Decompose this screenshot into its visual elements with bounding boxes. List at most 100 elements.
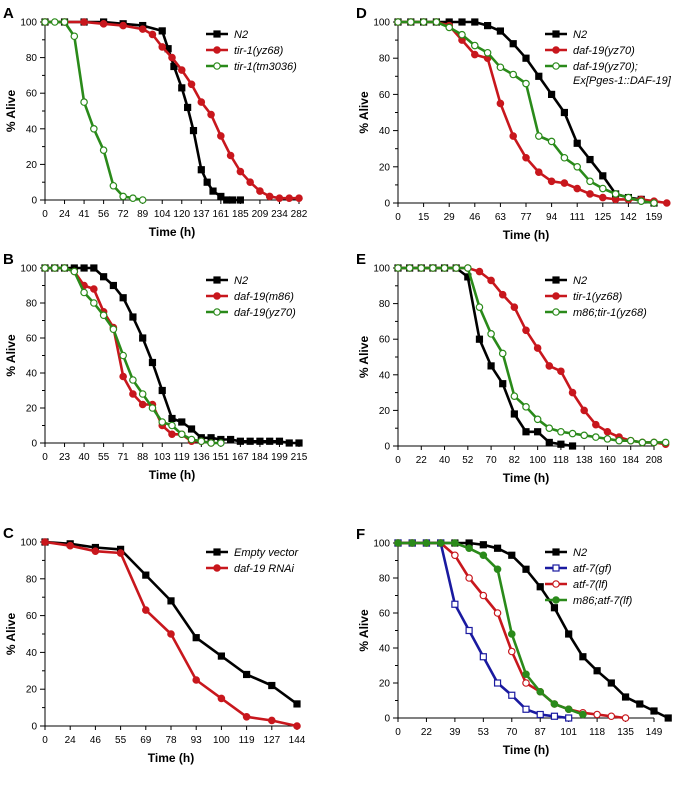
- data-point: [465, 574, 473, 582]
- data-point: [226, 151, 235, 160]
- data-point: [522, 403, 530, 411]
- legend-marker: [552, 46, 560, 54]
- data-point: [479, 591, 488, 600]
- legend-label: N2: [573, 29, 587, 41]
- legend: N2 daf-19(m86) daf-19(yz70): [206, 275, 296, 319]
- data-point: [522, 679, 530, 687]
- data-point: [593, 667, 601, 675]
- data-point: [70, 32, 79, 41]
- y-tick-label: 100: [20, 538, 37, 549]
- data-point: [522, 670, 530, 679]
- data-point: [560, 179, 569, 187]
- x-tick-label: 137: [193, 209, 210, 220]
- data-point: [236, 196, 244, 204]
- data-point: [138, 400, 147, 409]
- legend-label: tir-1(yz68): [573, 291, 623, 303]
- x-tick-label: 111: [570, 212, 586, 223]
- data-point: [295, 439, 303, 447]
- data-point: [138, 25, 147, 33]
- x-tick-label: 41: [79, 209, 91, 220]
- data-point: [116, 549, 125, 557]
- data-point: [621, 693, 630, 701]
- data-point: [507, 647, 516, 656]
- x-tick-label: 120: [173, 209, 190, 220]
- data-point: [568, 442, 577, 450]
- data-point: [508, 691, 516, 699]
- data-point: [285, 439, 293, 447]
- data-point: [573, 139, 581, 147]
- legend: N2daf-19(yz70)daf-19(yz70);Ex[Pges-1::DA…: [545, 29, 672, 87]
- legend: N2 tir-1(yz68) m86;tir-1(yz68): [545, 275, 647, 319]
- series-red: [394, 18, 671, 207]
- y-tick-label: 100: [20, 264, 37, 275]
- data-point: [192, 634, 200, 642]
- data-point: [228, 196, 237, 204]
- data-point: [603, 427, 612, 436]
- data-point: [496, 27, 504, 35]
- x-tick-label: 0: [395, 455, 401, 466]
- data-point: [452, 264, 460, 272]
- legend-label: atf-7(gf): [573, 563, 612, 575]
- legend-label: tir-1(yz68): [234, 45, 284, 57]
- x-tick-label: 0: [42, 209, 48, 220]
- panel-letter: A: [3, 5, 14, 22]
- data-point: [522, 153, 530, 162]
- data-point: [603, 435, 612, 443]
- y-tick-label: 40: [26, 124, 38, 135]
- legend-marker: [213, 292, 221, 300]
- data-point: [507, 630, 516, 638]
- data-point: [547, 137, 556, 146]
- data-point: [66, 541, 75, 550]
- data-point: [207, 439, 215, 447]
- data-point: [598, 184, 607, 193]
- x-tick-label: 142: [620, 212, 637, 223]
- data-point: [99, 146, 108, 154]
- data-point: [419, 18, 428, 26]
- data-point: [557, 367, 565, 376]
- series-line: [398, 266, 666, 444]
- panel-letter: D: [356, 5, 367, 22]
- legend-marker: [552, 596, 560, 604]
- data-point: [557, 440, 565, 448]
- data-point: [60, 264, 69, 272]
- y-axis-label: % Alive: [4, 613, 18, 656]
- x-tick-label: 0: [42, 452, 48, 463]
- data-point: [509, 70, 518, 79]
- data-point: [394, 18, 402, 26]
- data-point: [90, 285, 98, 293]
- data-point: [432, 18, 441, 26]
- legend-marker: [213, 276, 221, 284]
- x-tick-label: 89: [137, 209, 149, 220]
- data-point: [187, 435, 196, 444]
- y-axis-label: % Alive: [4, 90, 18, 133]
- data-point: [510, 392, 519, 400]
- data-point: [522, 54, 530, 62]
- y-tick-label: 0: [31, 196, 37, 207]
- x-tick-label: 119: [239, 735, 255, 746]
- legend-marker: [213, 62, 221, 70]
- series-red: [41, 264, 215, 447]
- x-tick-label: 56: [98, 209, 110, 220]
- data-point: [509, 40, 517, 48]
- series-black: [394, 539, 672, 722]
- data-point: [148, 404, 157, 412]
- x-tick-label: 82: [509, 455, 521, 466]
- data-point: [158, 43, 167, 51]
- y-tick-label: 60: [26, 334, 38, 345]
- legend-marker: [213, 548, 221, 556]
- data-point: [483, 48, 492, 57]
- data-point: [611, 190, 620, 198]
- data-point: [493, 544, 502, 552]
- x-tick-label: 15: [418, 212, 430, 223]
- data-point: [167, 630, 175, 638]
- x-tick-label: 24: [65, 735, 77, 746]
- y-tick-label: 40: [26, 648, 38, 659]
- data-point: [236, 437, 244, 445]
- legend-label: Empty vector: [234, 547, 300, 559]
- data-point: [256, 187, 264, 195]
- y-tick-label: 20: [26, 685, 38, 696]
- legend-label: atf-7(lf): [573, 579, 608, 591]
- data-point: [405, 264, 414, 272]
